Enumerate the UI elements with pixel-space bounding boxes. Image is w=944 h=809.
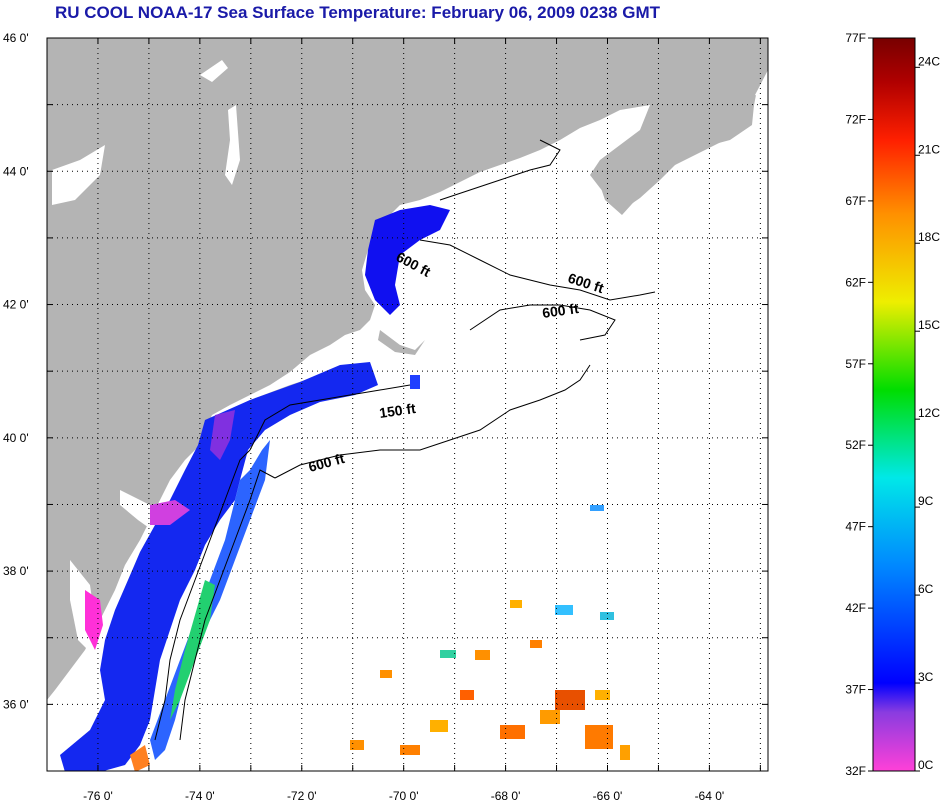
isobath-label: 600 ft — [541, 300, 580, 321]
f-label: 42F — [845, 601, 866, 615]
graticule — [47, 38, 768, 771]
f-label: 32F — [845, 764, 866, 778]
lat-label: 36 0' — [3, 697, 29, 711]
lat-label: 46 0' — [3, 31, 29, 45]
isobath-line — [249, 384, 411, 451]
lon-label: -70 0' — [389, 789, 419, 803]
land-mass — [47, 38, 768, 700]
fahrenheit-ticks — [868, 37, 873, 772]
c-label: 21C — [918, 142, 940, 156]
celsius-labels: 24C 21C 18C 15C 12C 9C 6C 3C 0C — [918, 54, 940, 772]
isobath-line — [469, 304, 616, 341]
axis-ticks — [47, 37, 768, 772]
f-label: 47F — [845, 520, 866, 534]
celsius-ticks — [915, 66, 920, 772]
lake — [225, 105, 240, 185]
lon-label: -64 0' — [695, 789, 725, 803]
f-label: 52F — [845, 438, 866, 452]
cape-cod — [378, 330, 425, 355]
temperature-colorbar — [872, 37, 916, 772]
nova-scotia — [595, 95, 756, 215]
c-label: 15C — [918, 318, 940, 332]
f-label: 72F — [845, 112, 866, 126]
f-label: 77F — [845, 31, 866, 45]
lake — [52, 145, 105, 205]
c-label: 0C — [918, 758, 934, 772]
isobath-line — [154, 449, 251, 741]
f-label: 62F — [845, 275, 866, 289]
longitude-labels: -76 0' -74 0' -72 0' -70 0' -68 0' -66 0' -64 … — [83, 789, 724, 803]
f-label: 67F — [845, 194, 866, 208]
offshore-sst-patches — [350, 375, 630, 760]
sst-band-mid-atlantic — [60, 362, 378, 771]
c-label: 12C — [918, 406, 940, 420]
sst-coastal-violet — [210, 410, 235, 460]
lon-label: -72 0' — [287, 789, 317, 803]
lat-label: 38 0' — [3, 564, 29, 578]
c-label: 18C — [918, 230, 940, 244]
lon-label: -68 0' — [491, 789, 521, 803]
sst-warm-edge — [130, 745, 150, 771]
delaware-bay — [120, 490, 152, 530]
c-label: 6C — [918, 582, 934, 596]
sst-band-gulf-of-maine — [365, 205, 450, 315]
sst-coastal-magenta — [150, 500, 190, 525]
map-frame — [46, 37, 769, 772]
f-label: 37F — [845, 683, 866, 697]
c-label: 24C — [918, 54, 940, 68]
c-label: 9C — [918, 494, 934, 508]
sst-bay-magenta — [85, 590, 103, 650]
fahrenheit-labels: 77F 72F 67F 62F 57F 52F 47F 42F 37F 32F — [845, 31, 866, 778]
lat-label: 42 0' — [3, 298, 29, 312]
lake — [200, 60, 228, 82]
lon-label: -76 0' — [83, 789, 113, 803]
map-title: RU COOL NOAA-17 Sea Surface Temperature:… — [55, 3, 660, 22]
isobath-line — [274, 364, 591, 479]
latitude-labels: 46 0' 44 0' 42 0' 40 0' 38 0' 36 0' — [3, 31, 29, 711]
f-label: 57F — [845, 357, 866, 371]
isobath-line — [179, 469, 276, 741]
sst-shelf-edge-green — [170, 580, 215, 720]
lon-label: -66 0' — [593, 789, 623, 803]
c-label: 3C — [918, 670, 934, 684]
lon-label: -74 0' — [185, 789, 215, 803]
lat-label: 40 0' — [3, 431, 29, 445]
isobath-label: 150 ft — [378, 400, 417, 421]
isobath-line — [419, 239, 656, 301]
lat-label: 44 0' — [3, 164, 29, 178]
isobath-line — [439, 139, 561, 201]
